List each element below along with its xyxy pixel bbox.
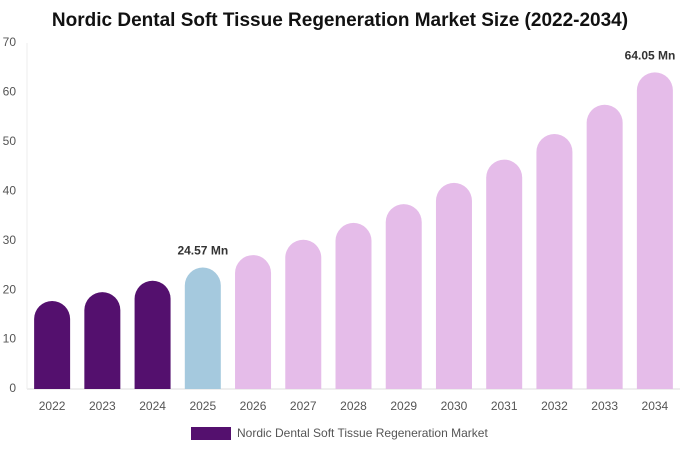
legend-swatch (191, 427, 231, 440)
bar (134, 280, 171, 389)
bar (486, 159, 523, 389)
x-tick-label: 2030 (441, 399, 468, 413)
chart-title: Nordic Dental Soft Tissue Regeneration M… (52, 10, 628, 31)
y-tick-label: 0 (9, 381, 16, 395)
y-tick-label: 30 (3, 233, 17, 247)
value-label: 64.05 Mn (625, 49, 676, 63)
x-tick-label: 2031 (491, 399, 518, 413)
x-tick-label: 2033 (591, 399, 618, 413)
bar (536, 133, 573, 389)
value-label: 24.57 Mn (177, 244, 228, 258)
x-tick-label: 2025 (189, 399, 216, 413)
y-tick-label: 40 (3, 183, 17, 197)
bar (84, 292, 121, 389)
x-tick-label: 2024 (139, 399, 166, 413)
x-tick-label: 2026 (240, 399, 267, 413)
x-tick-label: 2023 (89, 399, 116, 413)
bar (335, 222, 372, 389)
bar (435, 182, 472, 389)
bar (385, 204, 422, 389)
bar (235, 255, 272, 389)
x-tick-label: 2029 (390, 399, 417, 413)
x-tick-label: 2027 (290, 399, 317, 413)
bar (636, 72, 673, 389)
x-tick-label: 2028 (340, 399, 367, 413)
y-tick-label: 20 (3, 282, 17, 296)
bar (586, 104, 623, 390)
x-tick-label: 2034 (642, 399, 669, 413)
bar (34, 301, 71, 389)
x-tick-label: 2022 (39, 399, 66, 413)
legend-label: Nordic Dental Soft Tissue Regeneration M… (237, 426, 488, 440)
y-tick-label: 60 (3, 85, 17, 99)
y-tick-label: 70 (3, 35, 17, 49)
y-tick-label: 10 (3, 332, 17, 346)
y-tick-label: 50 (3, 134, 17, 148)
bar (285, 239, 322, 389)
bar (184, 267, 221, 389)
x-tick-label: 2032 (541, 399, 568, 413)
